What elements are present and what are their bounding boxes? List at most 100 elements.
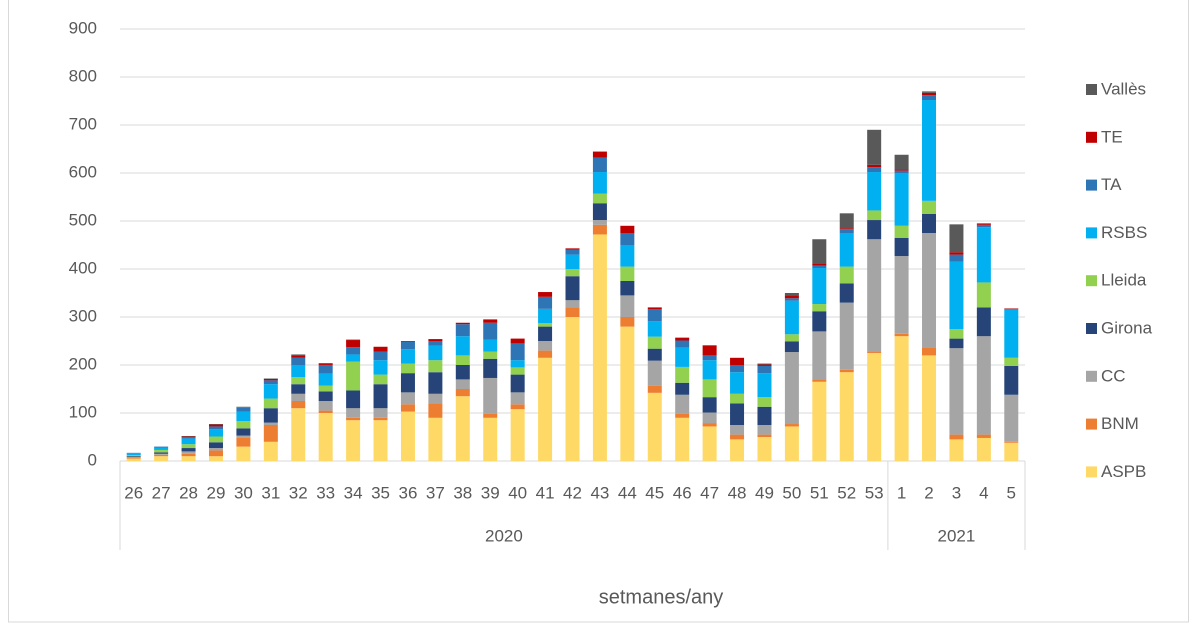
x-tick-label: 27 [152,483,171,502]
bar-segment [812,263,827,266]
x-axis-label: setmanes/any [599,586,724,608]
y-tick-label: 0 [88,450,97,469]
bar-segment [976,336,991,435]
bar-segment [867,352,882,353]
bar-segment [949,254,964,262]
bar-segment [291,393,306,401]
bar-segment [592,224,607,235]
bar-segment [784,300,799,335]
bar-segment [208,436,223,443]
bar-segment [894,169,909,171]
bar-segment [949,348,964,435]
bar-segment [757,364,772,366]
bar-segment [181,438,196,445]
bar-segment [154,449,169,453]
bar-segment [483,319,498,323]
bar-segment [867,210,882,221]
bar-segment [922,100,937,201]
legend-swatch [1086,84,1097,95]
bar-segment [263,398,278,409]
legend-label: CC [1101,366,1126,385]
bar-segment [702,345,717,356]
bar-segment [867,220,882,240]
bar-segment [538,308,553,324]
bar-segment [263,380,278,385]
bar-segment [675,337,690,341]
bar-segment [291,365,306,377]
bar-segment [428,360,443,373]
bar-segment [976,223,991,225]
bar-segment [592,172,607,194]
y-tick-label: 100 [69,402,97,421]
bar-segment [702,423,717,427]
bar-segment [236,435,251,438]
bar-segment [291,401,306,409]
bar-segment [428,372,443,394]
bar-segment [263,425,278,442]
legend-swatch [1086,227,1097,239]
bar-segment [510,343,525,361]
bar-segment [839,233,854,267]
bar-segment [400,392,415,405]
bar-segment [373,346,388,352]
bar-segment [867,164,882,168]
bar-segment [291,377,306,385]
bar-segment [730,434,745,440]
bar-segment [154,453,169,455]
bar-segment [812,331,827,380]
bar-segment [455,379,470,389]
x-tick-label: 50 [782,483,801,502]
bar-segment [208,429,223,437]
bar-segment [483,413,498,418]
bar-segment [538,357,553,461]
bar-segment [181,437,196,439]
bar-segment [922,95,937,101]
x-tick-label: 39 [481,483,500,502]
bar-segment [867,353,882,461]
bar-segment [510,374,525,393]
bar-segment [236,428,251,436]
x-tick-label: 1 [897,483,906,502]
bar-segment [565,254,580,269]
bar-segment [922,200,937,214]
bar-segment [675,413,690,418]
bar-segment [1004,365,1019,395]
bar-segment [565,317,580,461]
bar-segment [263,408,278,423]
bar-segment [757,406,772,425]
group-label: 2020 [485,526,523,545]
bar-segment [263,384,278,399]
bar-segment [400,349,415,364]
bar-segment [922,213,937,233]
bar-segment [976,282,991,308]
bar-segment [455,324,470,337]
bar-segment [483,339,498,352]
bar-segment [812,381,827,461]
bar-segment [263,378,278,381]
bar-segment [784,341,799,353]
bar-segment [675,340,690,348]
bar-segment [894,154,909,170]
bar-segment [538,326,553,341]
bar-segment [812,379,827,382]
bar-segment [730,393,745,404]
bar-segment [400,404,415,412]
bar-segment [510,392,525,405]
bar-segment [263,441,278,461]
bar-segment [236,446,251,461]
x-tick-label: 28 [179,483,198,502]
bar-segment [839,228,854,230]
bar-segment [565,249,580,255]
bar-segment [867,167,882,173]
bar-segment [812,268,827,305]
bar-segment [592,151,607,158]
bar-segment [976,437,991,461]
bar-segment [126,453,141,456]
bar-segment [126,456,141,458]
bar-segment [373,417,388,421]
y-tick-label: 200 [69,354,97,373]
bar-segment [565,248,580,250]
x-tick-label: 49 [755,483,774,502]
bar-segment [620,225,635,233]
bar-segment [647,348,662,361]
